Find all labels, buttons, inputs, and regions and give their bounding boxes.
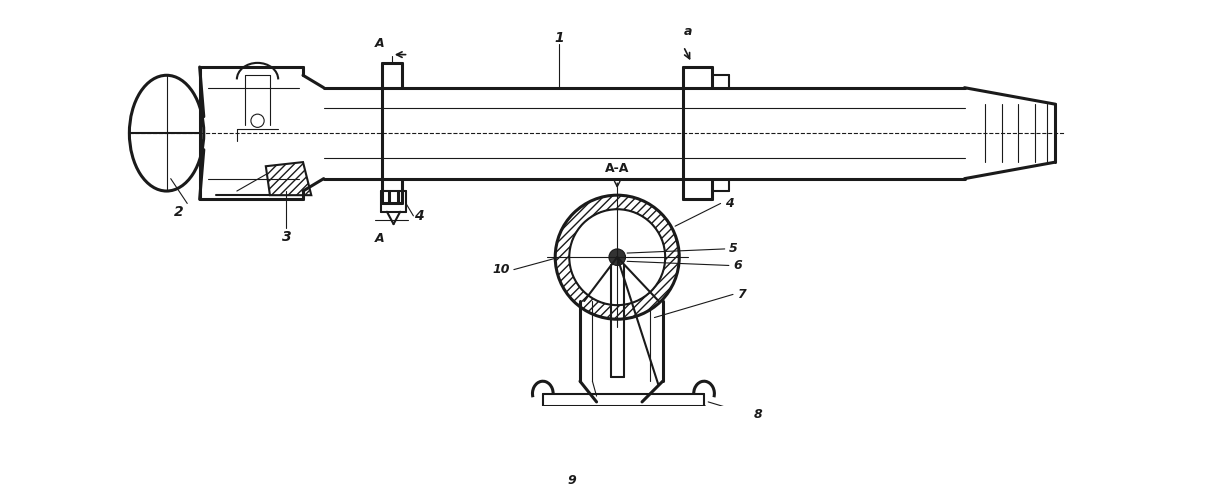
Text: 2: 2: [174, 205, 184, 219]
Text: 8: 8: [754, 408, 762, 421]
Text: 4: 4: [725, 197, 733, 210]
Circle shape: [609, 249, 626, 265]
Text: 10: 10: [492, 263, 510, 276]
Text: 3: 3: [281, 229, 291, 243]
Text: 7: 7: [737, 288, 745, 301]
Text: 6: 6: [733, 259, 742, 272]
Text: A: A: [374, 232, 384, 245]
Text: 5: 5: [728, 243, 738, 256]
Text: A-A: A-A: [605, 161, 629, 174]
Text: a: a: [684, 25, 692, 38]
Text: 4: 4: [414, 209, 424, 223]
Text: 9: 9: [567, 474, 576, 486]
Text: 1: 1: [554, 31, 564, 45]
Text: A: A: [374, 37, 384, 51]
